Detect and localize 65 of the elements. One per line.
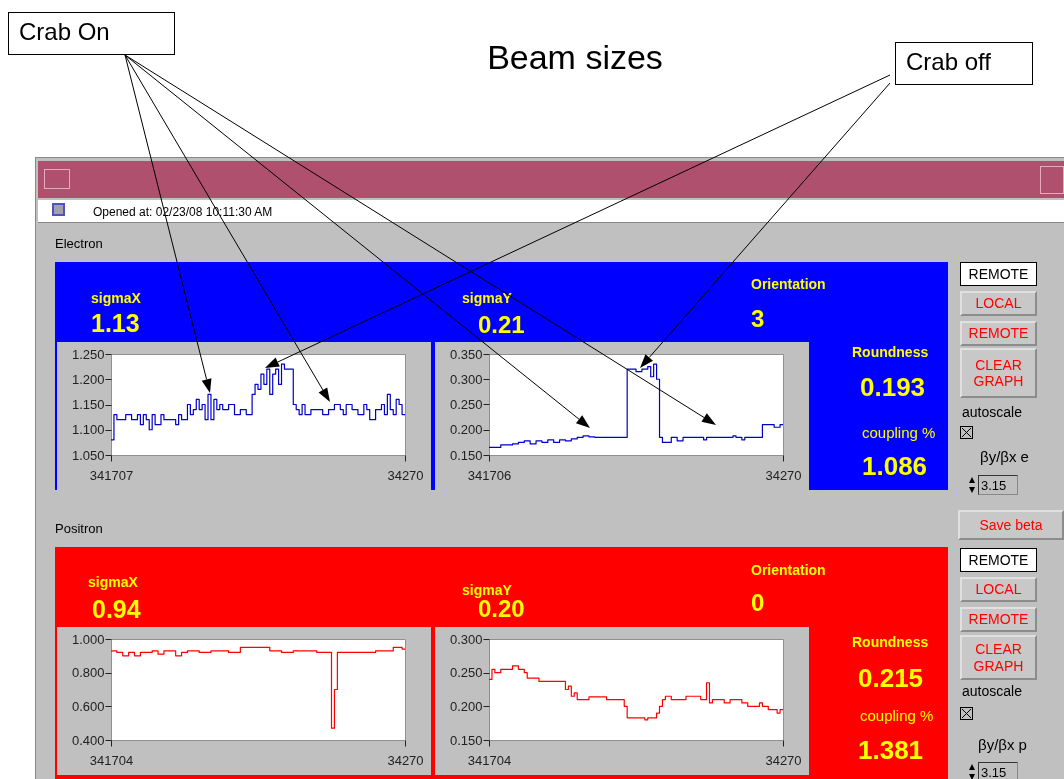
text: Beam sizes	[486, 38, 664, 76]
text: Orientation	[751, 276, 826, 292]
y-tick-label: 0.300	[449, 371, 483, 387]
text: Save beta	[958, 510, 1064, 540]
text: autoscale	[962, 683, 1022, 699]
text: 0.21	[478, 311, 525, 338]
text: 0	[751, 589, 765, 616]
text: βy/βx e	[980, 448, 1029, 465]
text: 1.086	[862, 451, 928, 481]
text: LOCAL	[960, 577, 1037, 602]
y-tick-label: 0.150	[449, 447, 483, 463]
x-tick-label: 341704	[467, 752, 512, 768]
text: sigmaY	[462, 290, 512, 306]
text: REMOTE	[960, 321, 1037, 346]
y-tick-label: 0.350	[449, 346, 483, 362]
text: Positron	[55, 521, 103, 536]
text: 0.193	[860, 372, 926, 402]
y-tick-label: 1.200	[71, 371, 105, 387]
text: Roundness	[852, 634, 929, 650]
text: LOCAL	[960, 291, 1037, 316]
y-tick-label: 0.200	[449, 698, 483, 714]
text: Orientation	[751, 562, 826, 578]
y-tick-label: 0.200	[449, 422, 483, 438]
x-tick-label: 341704	[89, 752, 134, 768]
text: 0.94	[92, 595, 141, 623]
text: coupling %	[862, 424, 936, 441]
text: REMOTE	[960, 548, 1037, 572]
y-tick-label: 1.100	[71, 422, 105, 438]
text: 3.15	[978, 762, 1018, 779]
x-tick-label: 34270	[765, 467, 802, 483]
y-tick-label: 0.400	[71, 732, 105, 748]
y-tick-label: 0.250	[449, 665, 483, 681]
text: 3	[751, 305, 765, 332]
text: Crab On	[8, 12, 175, 55]
text: sigmaX	[91, 290, 141, 306]
text: βy/βx p	[978, 736, 1027, 753]
text: Electron	[55, 236, 103, 251]
text: sigmaX	[88, 574, 138, 590]
text: 0.215	[858, 663, 924, 693]
x-tick-label: 34270	[387, 467, 424, 483]
text: 1.381	[858, 735, 924, 765]
text: 3.15	[978, 475, 1018, 495]
text: Roundness	[852, 344, 929, 360]
x-tick-label: 34270	[387, 752, 424, 768]
y-tick-label: 1.050	[71, 447, 105, 463]
text: CLEAR GRAPH	[960, 635, 1037, 680]
text: CLEAR GRAPH	[960, 348, 1037, 398]
text: REMOTE	[960, 607, 1037, 632]
y-tick-label: 0.150	[449, 732, 483, 748]
y-tick-label: 0.800	[71, 665, 105, 681]
y-tick-label: 0.600	[71, 698, 105, 714]
y-tick-label: 0.300	[449, 631, 483, 647]
y-tick-label: 1.250	[71, 346, 105, 362]
text: 1.13	[91, 309, 140, 337]
x-tick-label: 341707	[89, 467, 134, 483]
text: autoscale	[962, 404, 1022, 420]
x-tick-label: 34270	[765, 752, 802, 768]
text: sigmaY	[462, 582, 512, 598]
text: coupling %	[860, 707, 934, 724]
text: Crab off	[895, 42, 1033, 85]
y-tick-label: 0.250	[449, 397, 483, 412]
text: REMOTE	[960, 262, 1037, 286]
y-tick-label: 1.150	[71, 397, 105, 412]
y-tick-label: 1.000	[71, 631, 105, 647]
x-tick-label: 341706	[467, 467, 512, 483]
